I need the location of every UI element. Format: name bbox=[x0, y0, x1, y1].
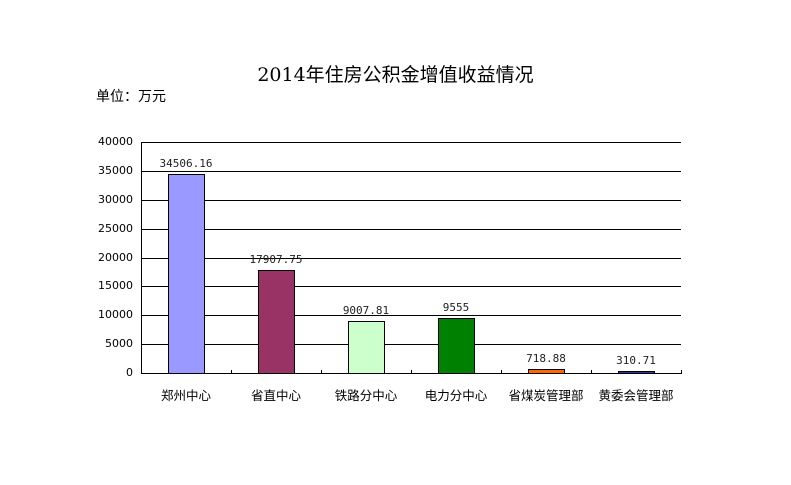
category-label: 省煤炭管理部 bbox=[508, 388, 584, 403]
data-label: 17907.75 bbox=[249, 253, 303, 266]
gridline bbox=[141, 258, 681, 259]
x-tick-mark bbox=[681, 370, 682, 374]
unit-label: 单位：万元 bbox=[96, 89, 166, 105]
gridline bbox=[141, 171, 681, 172]
gridline bbox=[141, 344, 681, 345]
x-tick-mark bbox=[411, 370, 412, 374]
category-label: 电力分中心 bbox=[424, 388, 488, 403]
y-tick-label: 35000 bbox=[98, 164, 133, 177]
bar-5 bbox=[528, 369, 565, 374]
y-tick-label: 40000 bbox=[98, 135, 133, 148]
category-label: 省直中心 bbox=[250, 388, 301, 403]
x-tick-mark bbox=[321, 370, 322, 374]
chart-title: 2014年住房公积金增值收益情况 bbox=[257, 64, 534, 86]
gridline bbox=[141, 229, 681, 230]
x-tick-mark bbox=[501, 370, 502, 374]
category-label: 铁路分中心 bbox=[334, 388, 398, 403]
y-tick-label: 15000 bbox=[98, 279, 133, 292]
bar-3 bbox=[348, 321, 385, 374]
y-tick-label: 30000 bbox=[98, 193, 133, 206]
y-tick-label: 20000 bbox=[98, 251, 133, 264]
category-label: 黄委会管理部 bbox=[598, 388, 674, 403]
y-tick-label: 10000 bbox=[98, 308, 133, 321]
x-tick-mark bbox=[231, 370, 232, 374]
data-label: 9007.81 bbox=[342, 304, 390, 317]
data-label: 9555 bbox=[442, 301, 470, 314]
gridline bbox=[141, 142, 681, 143]
data-label: 34506.16 bbox=[159, 157, 213, 170]
bar-1 bbox=[168, 174, 205, 374]
gridline bbox=[141, 286, 681, 287]
data-label: 718.88 bbox=[526, 352, 566, 365]
x-tick-mark bbox=[591, 370, 592, 374]
y-tick-label: 5000 bbox=[105, 337, 133, 350]
gridline bbox=[141, 200, 681, 201]
bar-6 bbox=[618, 371, 655, 374]
y-tick-label: 0 bbox=[126, 366, 133, 379]
category-label: 郑州中心 bbox=[160, 388, 211, 403]
x-tick-mark bbox=[141, 370, 142, 374]
bar-2 bbox=[258, 270, 295, 374]
data-label: 310.71 bbox=[616, 354, 656, 367]
bar-4 bbox=[438, 318, 475, 374]
y-axis-line bbox=[141, 142, 142, 374]
y-tick-label: 25000 bbox=[98, 222, 133, 235]
gridline bbox=[141, 315, 681, 316]
